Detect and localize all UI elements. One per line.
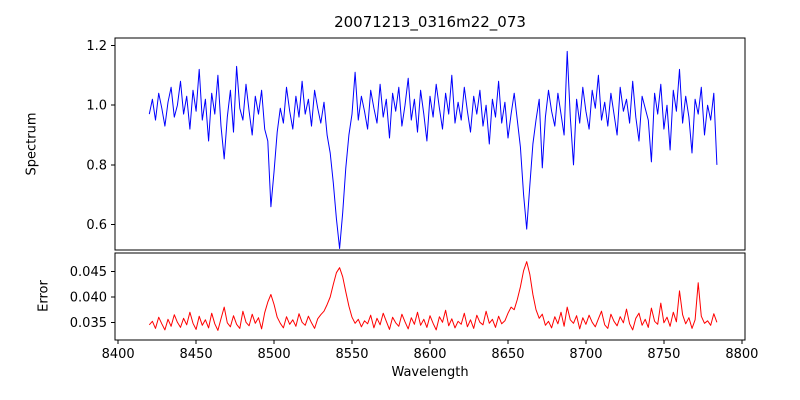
error-line (148, 261, 718, 331)
x-tick-label: 8650 (491, 347, 524, 362)
x-tick-label: 8600 (413, 347, 446, 362)
error-axis-label: Error (36, 280, 52, 312)
y-tick-label: 1.2 (86, 39, 107, 54)
y-tick-label: 0.8 (86, 158, 107, 173)
x-tick-label: 8500 (258, 347, 291, 362)
x-tick-label: 8450 (180, 347, 213, 362)
y-tick-label: 0.040 (70, 291, 107, 306)
y-tick-label: 0.6 (86, 218, 107, 233)
y-tick-label: 0.035 (70, 316, 107, 331)
spectrum-line (148, 50, 718, 249)
chart-title: 20071213_0316m22_073 (334, 13, 526, 31)
axes-frame (114, 252, 746, 341)
x-tick-label: 8750 (647, 347, 680, 362)
x-tick-label: 8700 (569, 347, 602, 362)
spectrum-axis-label: Spectrum (24, 112, 40, 176)
x-tick-label: 8800 (725, 347, 758, 362)
x-tick-label: 8400 (102, 347, 135, 362)
x-tick-label: 8550 (335, 347, 368, 362)
y-tick-label: 0.045 (70, 265, 107, 280)
y-tick-label: 1.0 (86, 99, 107, 114)
axes-frame (114, 37, 746, 251)
wavelength-axis-label: Wavelength (391, 365, 469, 380)
